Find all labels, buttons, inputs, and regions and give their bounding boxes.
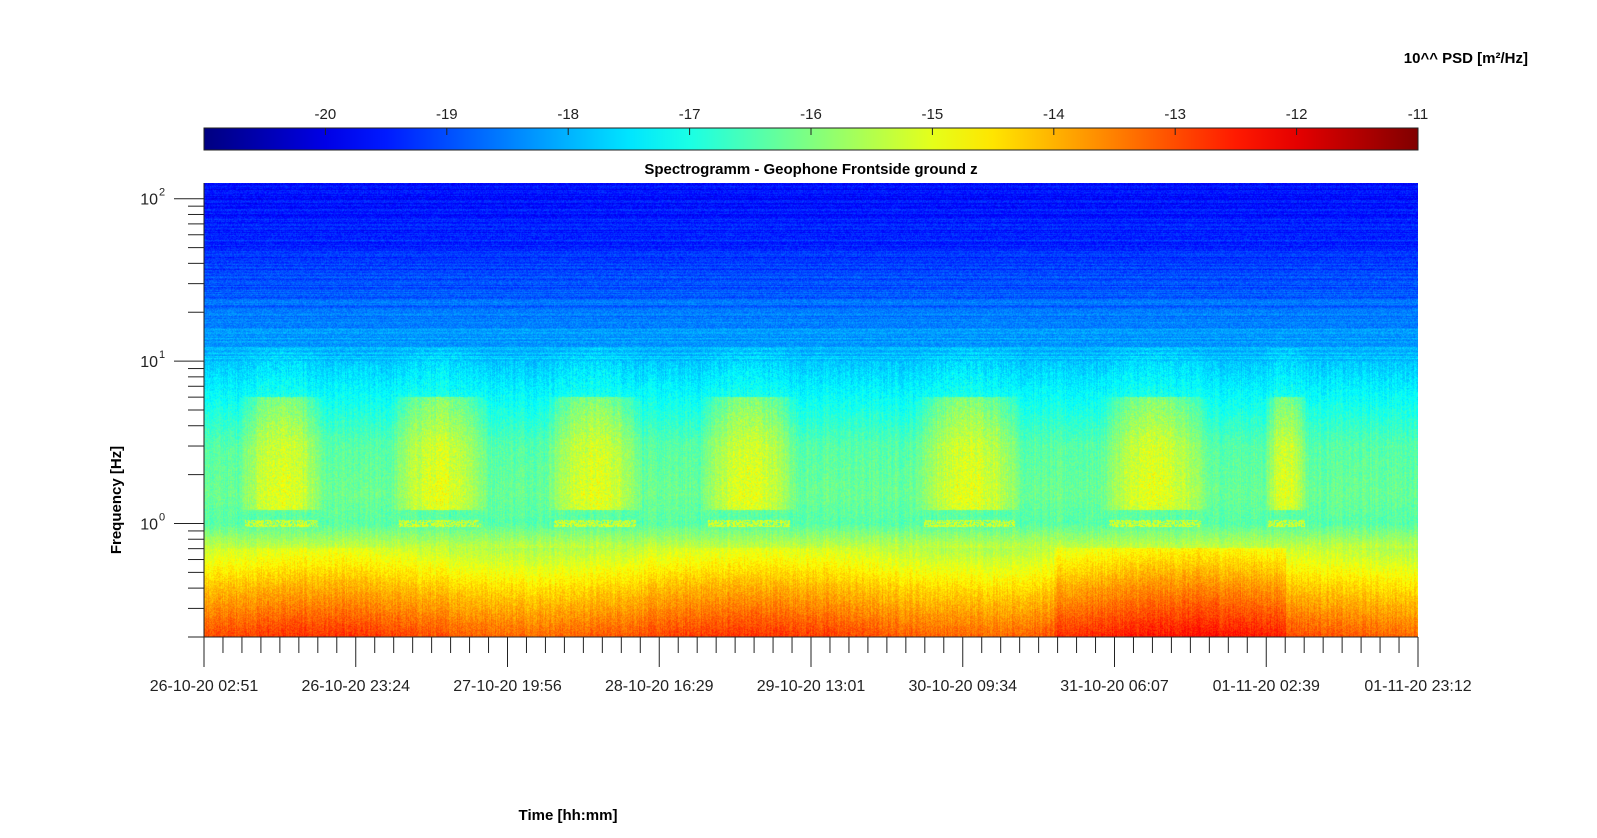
y-tick-exponent: 2 <box>159 187 165 199</box>
colorbar-tick-label: -11 <box>1408 106 1429 123</box>
chart-title: Spectrogramm - Geophone Frontside ground… <box>644 161 977 178</box>
y-tick-base: 10 <box>140 354 158 371</box>
x-tick-label: 31-10-20 06:07 <box>1060 678 1169 695</box>
x-tick-label: 01-11-20 23:12 <box>1364 678 1471 695</box>
y-tick-label: 10 0 <box>140 512 165 534</box>
y-tick-base: 10 <box>140 517 158 534</box>
spectrogram-canvas <box>204 183 1418 637</box>
colorbar-tick-label: -16 <box>800 106 822 123</box>
x-tick-label: 29-10-20 13:01 <box>757 678 866 695</box>
y-axis-label: Frequency [Hz] <box>108 446 125 554</box>
x-tick-label: 27-10-20 19:56 <box>453 678 562 695</box>
y-tick-label: 10 2 <box>140 187 165 209</box>
y-tick-exponent: 1 <box>159 349 165 361</box>
colorbar-tick-label: -19 <box>436 106 458 123</box>
y-tick-exponent: 0 <box>159 512 165 524</box>
y-tick-base: 10 <box>140 192 158 209</box>
x-tick-label: 30-10-20 09:34 <box>908 678 1017 695</box>
y-tick-label: 10 1 <box>140 349 165 371</box>
spectrogram-plot-area <box>204 183 1418 637</box>
colorbar-label: 10^^ PSD [m²/Hz] <box>1404 50 1528 67</box>
colorbar-tick-label: -15 <box>922 106 944 123</box>
x-tick-label: 01-11-20 02:39 <box>1213 678 1320 695</box>
colorbar-tick-label: -18 <box>557 106 579 123</box>
x-tick-label: 26-10-20 02:51 <box>150 678 259 695</box>
colorbar-ticks: -20 -19 -18 -17 -16 -15 -14 -13 -12 -11 <box>315 106 1429 135</box>
x-tick-label: 26-10-20 23:24 <box>301 678 410 695</box>
colorbar-tick-label: -13 <box>1164 106 1186 123</box>
colorbar-tick-label: -20 <box>315 106 337 123</box>
colorbar-tick-label: -14 <box>1043 106 1065 123</box>
x-tick-label: 28-10-20 16:29 <box>605 678 714 695</box>
x-axis: 26-10-20 02:51 26-10-20 23:24 27-10-20 19:… <box>150 636 1472 695</box>
colorbar-tick-label: -12 <box>1286 106 1308 123</box>
colorbar-tick-label: -17 <box>679 106 701 123</box>
colorbar: -20 -19 -18 -17 -16 -15 -14 -13 -12 -11 <box>203 106 1429 151</box>
x-axis-label: Time [hh:mm] <box>519 807 618 824</box>
